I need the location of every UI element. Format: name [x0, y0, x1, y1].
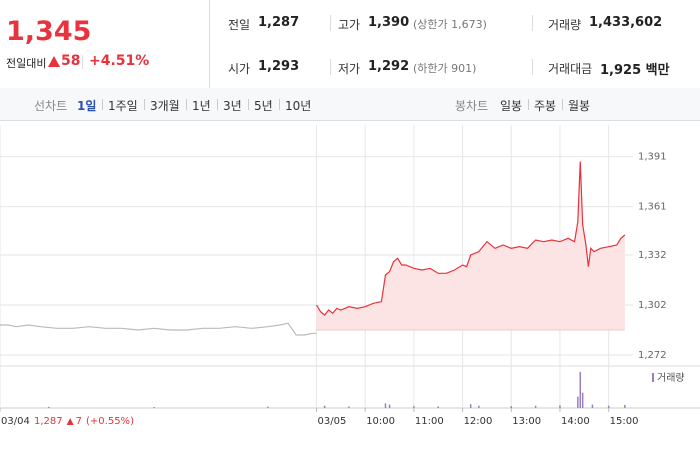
tab-group-label: 봉차트	[455, 99, 489, 113]
info-value: 1,292	[368, 59, 410, 74]
tab-divider	[528, 99, 529, 110]
tab-divider	[144, 99, 145, 110]
divider	[330, 15, 331, 31]
tab[interactable]: 3년	[223, 99, 242, 113]
volume-bar	[388, 404, 391, 408]
info-label: 거래대금	[548, 62, 593, 76]
tab[interactable]: 3개월	[150, 99, 180, 113]
volume-bar	[469, 404, 472, 408]
tab[interactable]: 주봉	[534, 99, 557, 113]
y-tick-label: 1,391	[638, 152, 667, 163]
volume-bar	[559, 405, 561, 408]
volume-bar	[607, 405, 610, 408]
divider	[330, 59, 331, 75]
x-tick-label: 15:00	[610, 416, 639, 427]
volume-bar	[478, 405, 480, 408]
tab-bar	[0, 88, 700, 121]
divider	[82, 55, 83, 69]
info-value: 1,293	[258, 59, 300, 74]
prev-change-pct: (+0.55%)	[86, 416, 134, 427]
info-value: 1,287	[258, 15, 300, 30]
volume-bar	[581, 392, 584, 408]
y-tick-label: 1,302	[638, 300, 667, 311]
y-tick-label: 1,361	[638, 202, 667, 213]
legend-label: 거래량	[657, 372, 685, 384]
x-tick-label: 10:00	[366, 416, 395, 427]
x-tick-label: 14:00	[561, 416, 590, 427]
tab-divider	[248, 99, 249, 110]
change-pct: +4.51%	[89, 53, 150, 69]
x-tick-label: 11:00	[415, 416, 444, 427]
volume-bar	[413, 406, 415, 408]
prev-price: 1,287	[34, 416, 63, 427]
tab[interactable]: 1주일	[108, 99, 138, 113]
divider	[209, 0, 210, 88]
info-note: (상한가 1,673)	[413, 18, 487, 31]
tab[interactable]: 일봉	[500, 99, 523, 113]
info-label: 시가	[228, 62, 251, 76]
x-tick-label: 12:00	[464, 416, 493, 427]
info-value: 1,925 백만	[600, 63, 670, 78]
tab-divider	[562, 99, 563, 110]
volume-bar	[534, 405, 537, 408]
info-label: 고가	[338, 18, 361, 32]
tab-divider	[102, 99, 103, 110]
info-value: 1,390	[368, 15, 410, 30]
volume-bar	[577, 396, 579, 408]
divider	[532, 15, 533, 31]
tab-group-label: 선차트	[34, 99, 68, 113]
volume-bar	[267, 406, 269, 408]
prev-change: 7	[76, 416, 82, 427]
divider	[532, 59, 533, 75]
y-tick-label: 1,332	[638, 250, 667, 261]
change: 58	[61, 53, 81, 69]
volume-bar	[153, 407, 155, 408]
volume-bar	[348, 406, 350, 408]
volume-bar	[579, 371, 581, 408]
tab[interactable]: 1년	[192, 99, 211, 113]
area	[316, 161, 625, 330]
y-tick-label: 1,272	[638, 350, 667, 361]
x-tick-label: 03/04	[1, 416, 30, 427]
tab-divider	[217, 99, 218, 110]
volume-bar	[47, 406, 50, 408]
tab[interactable]: 1일	[77, 99, 97, 113]
up-arrow	[48, 56, 60, 67]
price-line	[0, 322, 317, 336]
price-line	[315, 161, 626, 316]
info-label: 저가	[338, 62, 361, 76]
info-label: 전일	[228, 18, 251, 32]
volume-bar	[437, 406, 439, 408]
tab-divider	[186, 99, 187, 110]
volume-bar	[323, 405, 326, 408]
tab[interactable]: 월봉	[568, 99, 591, 113]
info-note: (하한가 901)	[413, 62, 477, 75]
x-tick-label: 13:00	[512, 416, 541, 427]
change-label: 전일대비	[6, 57, 47, 70]
up-arrow	[66, 418, 74, 425]
price: 1,345	[6, 16, 92, 47]
volume-bar	[510, 406, 513, 408]
info-value: 1,433,602	[589, 15, 663, 30]
tab[interactable]: 5년	[254, 99, 273, 113]
volume-bar	[384, 403, 387, 408]
volume-bar	[624, 404, 626, 408]
info-label: 거래량	[548, 18, 582, 32]
x-tick-label: 03/05	[318, 416, 347, 427]
tab-divider	[279, 99, 280, 110]
legend-swatch	[652, 373, 654, 382]
volume-bar	[591, 404, 594, 408]
tab[interactable]: 10년	[285, 99, 312, 113]
